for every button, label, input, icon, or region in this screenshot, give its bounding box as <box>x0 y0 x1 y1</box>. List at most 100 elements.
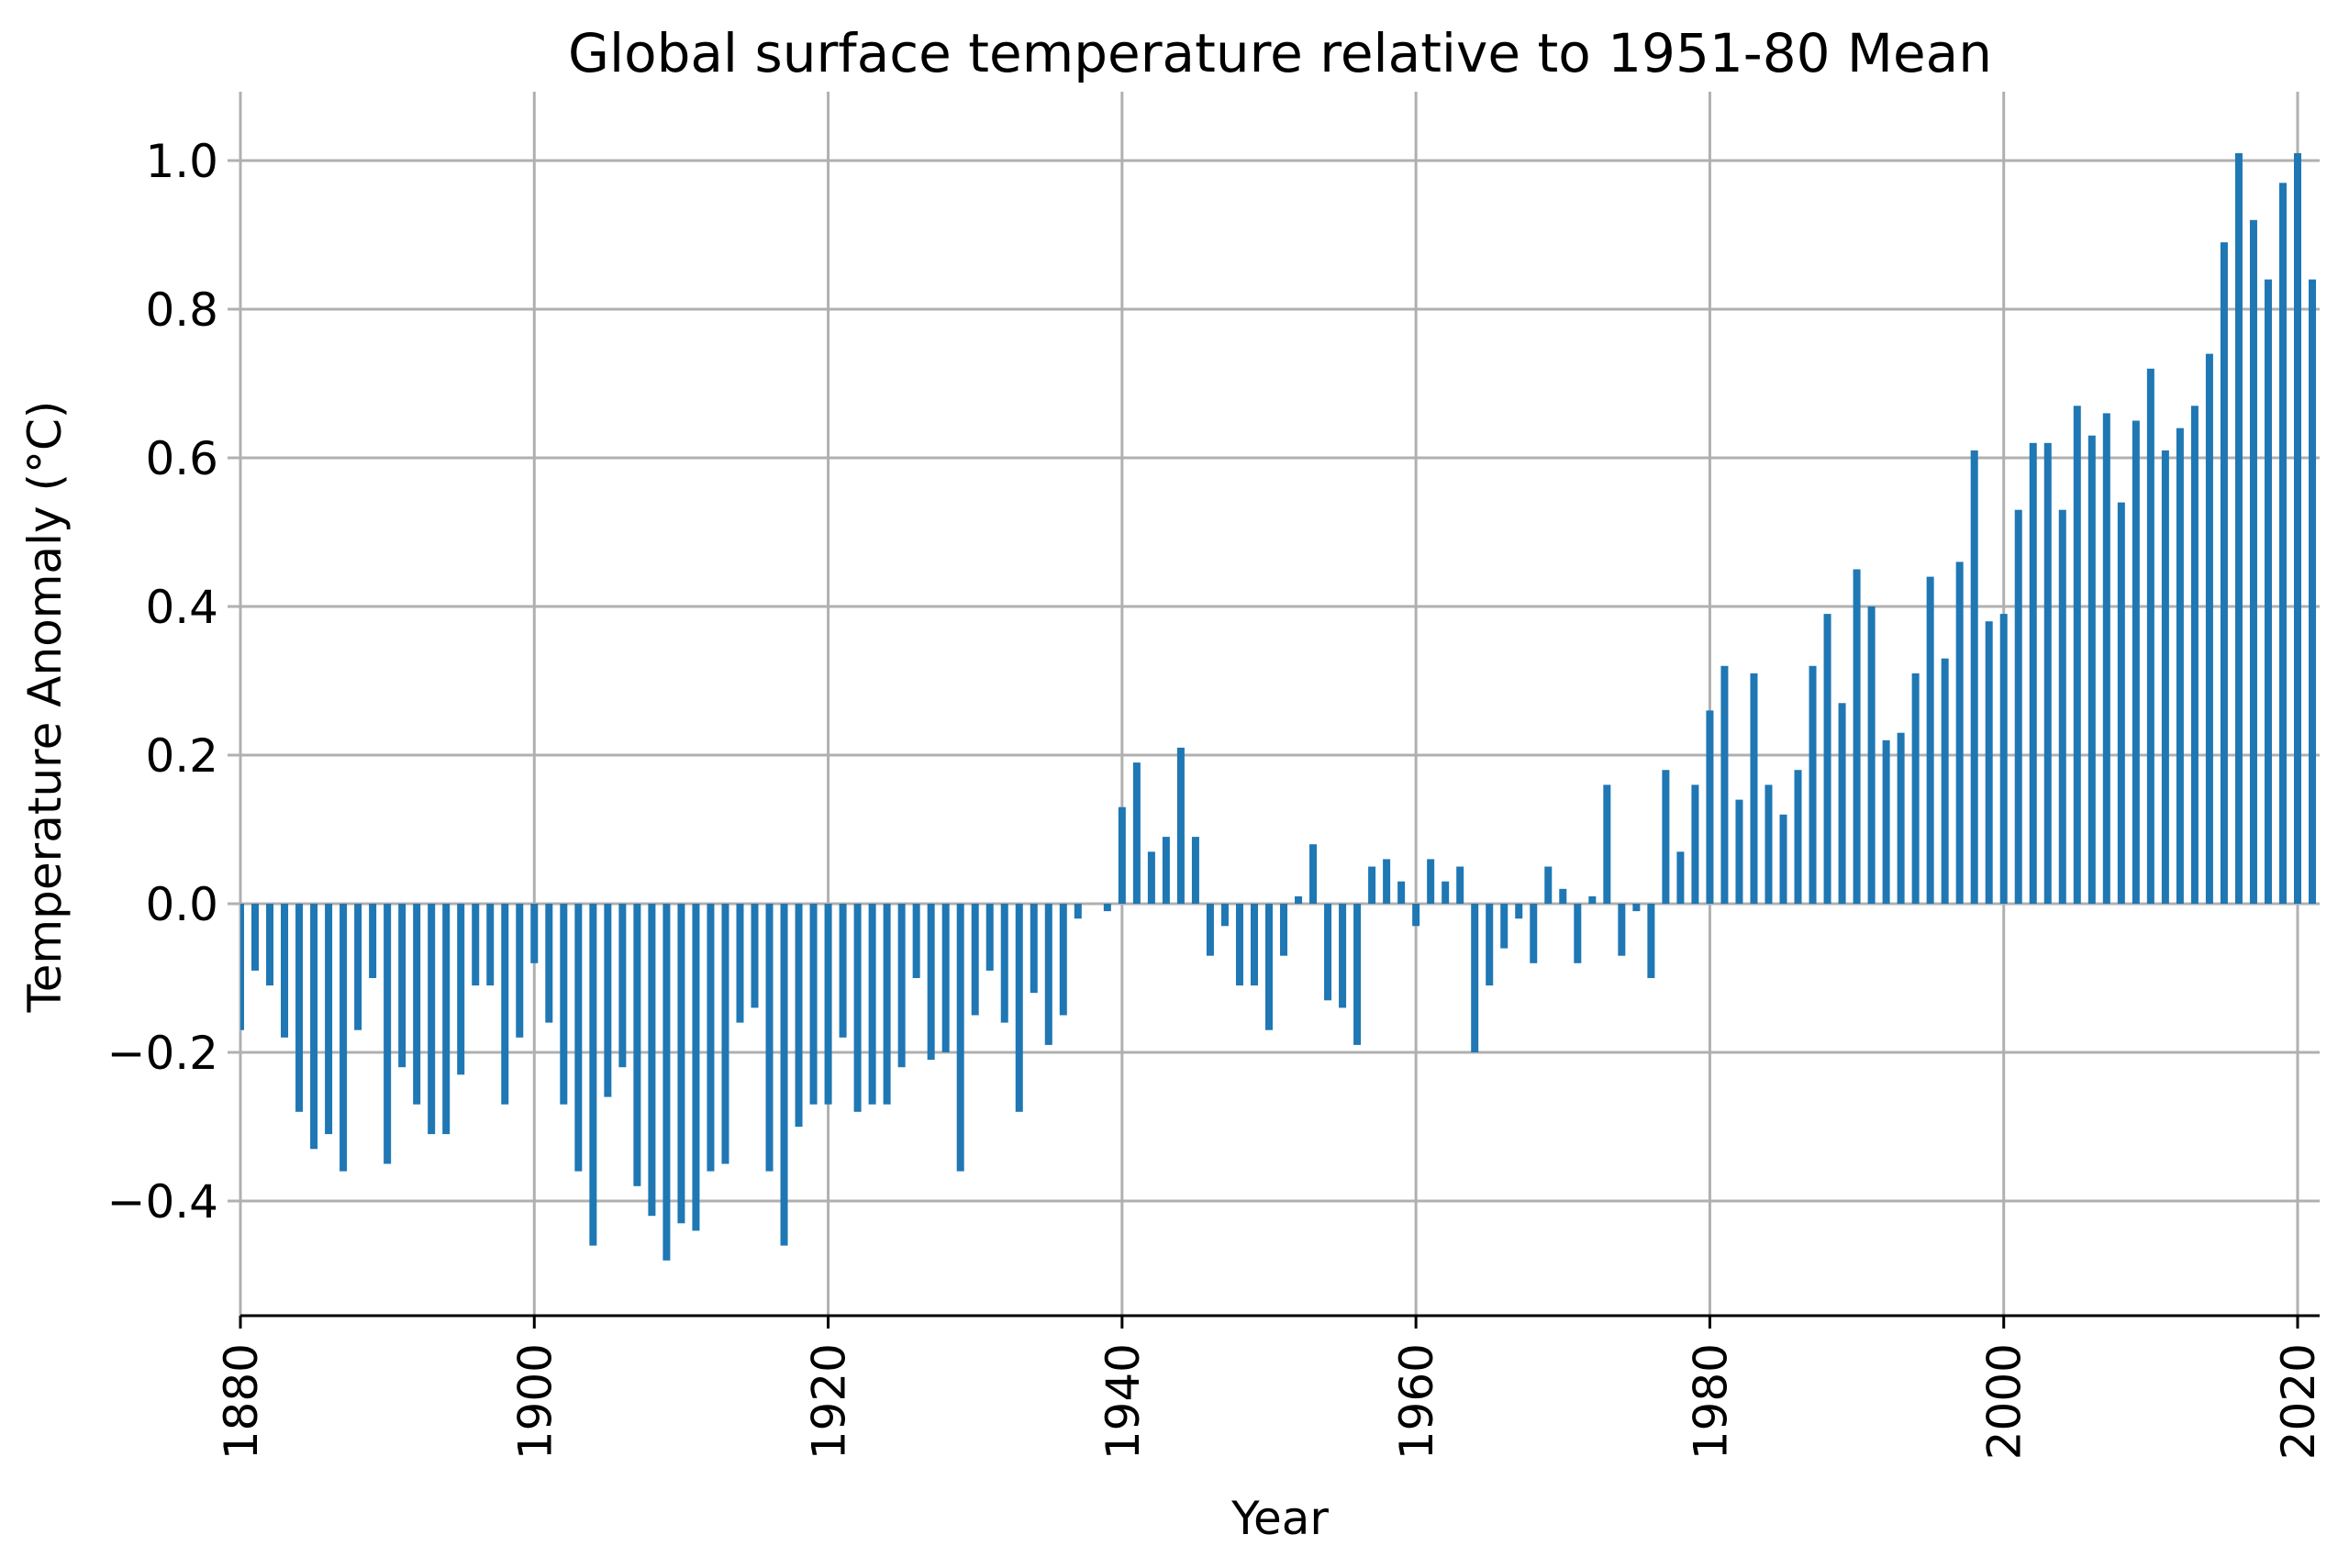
bar-1969 <box>1544 866 1553 904</box>
bar-1939 <box>1103 904 1111 912</box>
bar-1942 <box>1147 851 1155 904</box>
bar-1983 <box>1750 673 1758 904</box>
bar-2018 <box>2264 279 2272 905</box>
bar-2010 <box>2146 368 2154 904</box>
bar-1993 <box>1897 732 1905 904</box>
bar-1923 <box>868 904 876 1105</box>
bar-1999 <box>1985 621 1993 904</box>
bar-1952 <box>1295 895 1303 904</box>
bar-1926 <box>912 904 920 978</box>
bar-1897 <box>486 904 495 986</box>
bar-2017 <box>2249 219 2257 905</box>
bar-1915 <box>751 904 759 1008</box>
bar-1957 <box>1368 866 1376 904</box>
bar-1936 <box>1059 904 1067 1016</box>
bar-1979 <box>1691 784 1699 904</box>
bar-1965 <box>1486 904 1494 986</box>
y-tick-label: 0.4 <box>145 581 218 634</box>
bar-1885 <box>310 904 318 1150</box>
bar-1998 <box>1970 450 1978 904</box>
bar-1970 <box>1559 888 1567 904</box>
bar-1966 <box>1500 904 1508 949</box>
bar-1905 <box>604 904 612 1097</box>
bar-1906 <box>618 904 627 1068</box>
bar-1921 <box>839 904 847 1038</box>
bar-1896 <box>472 904 480 986</box>
bar-2019 <box>2278 183 2287 905</box>
bar-1945 <box>1191 837 1199 904</box>
bar-1892 <box>413 904 421 1105</box>
bar-1934 <box>1030 904 1038 994</box>
bar-1949 <box>1250 904 1258 986</box>
bar-1908 <box>648 904 656 1217</box>
bar-1929 <box>956 904 964 1172</box>
y-axis-label: Temperature Anomaly (°C) <box>18 401 72 1014</box>
axes: −0.4 −0.2 0.0 0.2 0.4 0.6 0.8 1.0 1880 1900 1920 19… <box>107 135 2325 1460</box>
bar-1989 <box>1838 703 1846 904</box>
bar-1894 <box>442 904 451 1135</box>
bar-1944 <box>1176 747 1185 904</box>
bar-1917 <box>780 904 788 1246</box>
bar-1930 <box>971 904 979 1016</box>
bar-2016 <box>2234 152 2243 904</box>
x-tick-label: 2000 <box>1978 1343 2032 1460</box>
y-tick-label: 0.6 <box>145 432 218 485</box>
bar-1982 <box>1735 799 1743 904</box>
bar-2014 <box>2205 353 2213 905</box>
y-tick-label: −0.4 <box>107 1175 218 1229</box>
bar-2013 <box>2190 406 2199 904</box>
bar-2000 <box>1999 614 2008 904</box>
bar-1968 <box>1530 904 1538 963</box>
bar-1903 <box>574 904 583 1172</box>
bar-1958 <box>1383 859 1391 904</box>
bar-1911 <box>692 904 700 1231</box>
bar-1960 <box>1412 904 1420 927</box>
bar-1914 <box>736 904 744 1023</box>
bar-2006 <box>2087 435 2096 904</box>
bar-1994 <box>1911 673 1920 904</box>
bar-1988 <box>1823 614 1831 904</box>
x-axis-label: Year <box>1230 1492 1329 1545</box>
bar-1941 <box>1132 762 1141 904</box>
y-tick-label: 1.0 <box>145 135 218 188</box>
bar-1899 <box>516 904 524 1038</box>
bar-1963 <box>1456 866 1464 904</box>
bar-1978 <box>1676 851 1685 904</box>
bar-1964 <box>1471 904 1479 1052</box>
bar-1996 <box>1941 658 1949 904</box>
bar-1985 <box>1779 814 1787 904</box>
bar-2011 <box>2161 450 2169 904</box>
gridlines <box>239 92 2320 1316</box>
x-tick-label: 1880 <box>215 1343 268 1460</box>
bar-1946 <box>1206 904 1214 956</box>
bar-1882 <box>266 904 274 986</box>
x-tick-label: 1980 <box>1684 1343 1737 1460</box>
bar-2005 <box>2073 406 2081 904</box>
bar-1927 <box>927 904 935 1061</box>
bar-1909 <box>662 904 671 1261</box>
bar-1916 <box>765 904 774 1172</box>
bar-1884 <box>295 904 304 1112</box>
bar-2001 <box>2014 509 2022 904</box>
bar-1904 <box>589 904 597 1246</box>
bar-2002 <box>2029 442 2037 904</box>
bar-1898 <box>501 904 509 1105</box>
bar-1992 <box>1882 740 1890 904</box>
bar-1967 <box>1515 904 1523 919</box>
y-tick-label: 0.0 <box>145 878 218 931</box>
bar-1888 <box>354 904 362 1030</box>
bar-2003 <box>2043 442 2052 904</box>
bar-1895 <box>457 904 465 1075</box>
bar-1977 <box>1662 770 1670 904</box>
bar-1910 <box>677 904 685 1224</box>
bar-1881 <box>251 904 260 971</box>
bar-1950 <box>1264 904 1274 1030</box>
bar-2008 <box>2117 502 2125 904</box>
bar-1937 <box>1074 904 1082 919</box>
x-tick-label: 1940 <box>1097 1343 1150 1460</box>
bar-2007 <box>2102 413 2110 904</box>
bar-1991 <box>1867 606 1876 904</box>
bar-1925 <box>897 904 906 1068</box>
bar-1987 <box>1809 665 1817 904</box>
